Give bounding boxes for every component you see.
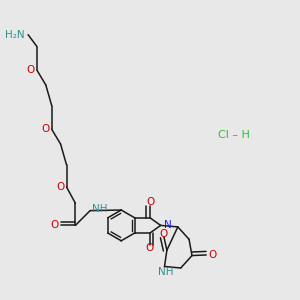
Text: O: O	[208, 250, 217, 260]
Text: O: O	[50, 220, 58, 230]
Text: O: O	[146, 244, 154, 254]
Text: O: O	[146, 197, 154, 207]
Text: O: O	[160, 229, 168, 239]
Text: H₂N: H₂N	[5, 30, 25, 40]
Text: O: O	[26, 65, 34, 75]
Text: Cl – H: Cl – H	[218, 130, 250, 140]
Text: N: N	[164, 220, 172, 230]
Text: O: O	[56, 182, 64, 192]
Text: O: O	[41, 124, 50, 134]
Text: NH: NH	[158, 267, 174, 277]
Text: NH: NH	[92, 204, 107, 214]
